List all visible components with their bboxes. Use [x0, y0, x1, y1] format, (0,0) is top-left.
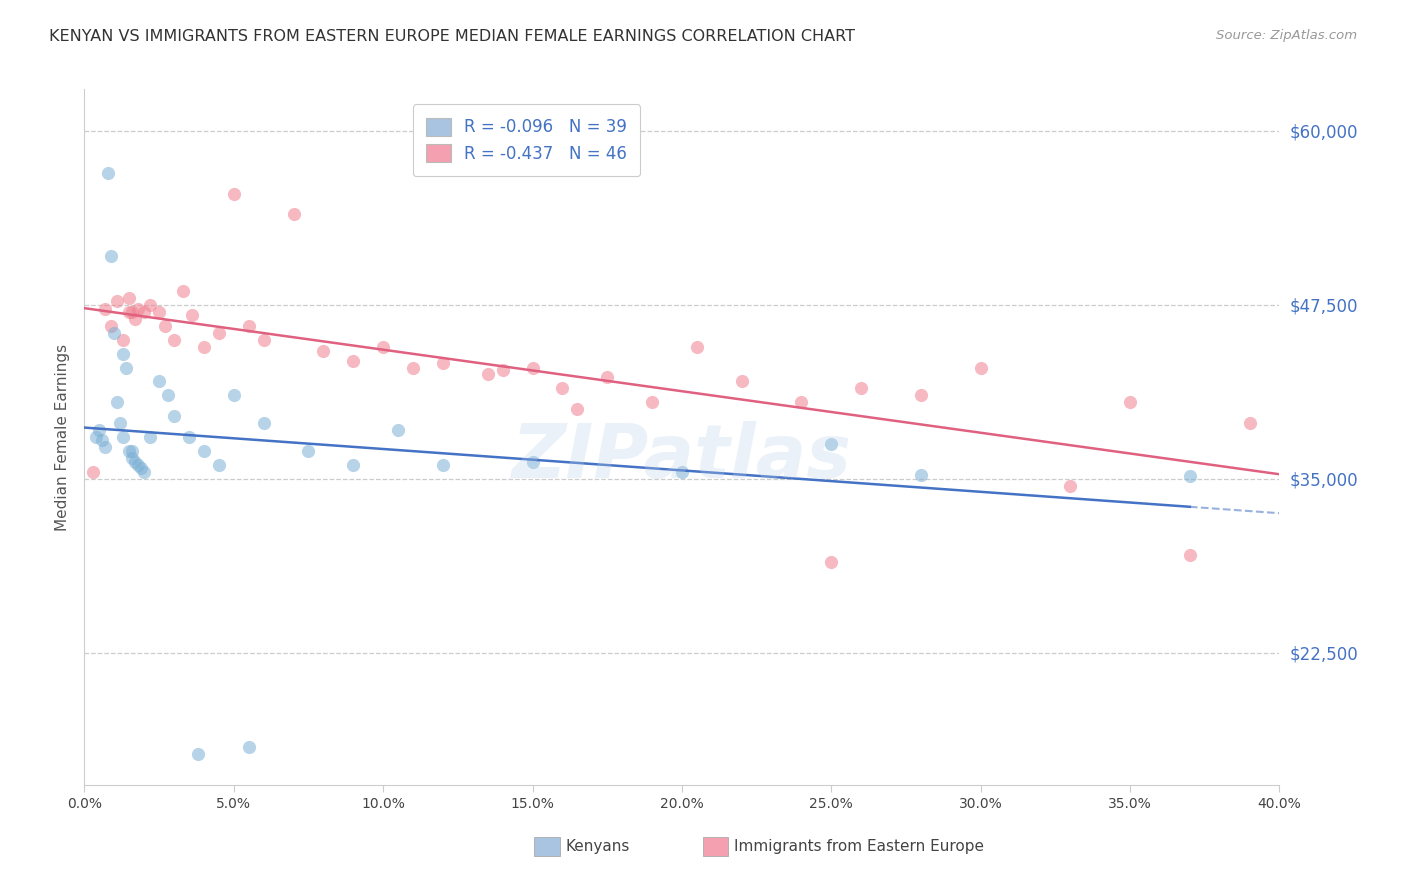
Point: [283, 207, 305, 221]
Point: [567, 402, 589, 417]
Point: [492, 363, 515, 377]
Point: [373, 340, 395, 354]
Point: [94, 301, 117, 316]
Point: [157, 388, 180, 402]
Point: [148, 375, 170, 389]
Text: ZIPatlas: ZIPatlas: [512, 421, 852, 494]
Point: [790, 395, 813, 409]
Point: [163, 333, 186, 347]
Point: [641, 395, 664, 409]
Point: [172, 284, 194, 298]
Text: Immigrants from Eastern Europe: Immigrants from Eastern Europe: [734, 839, 984, 854]
Point: [222, 388, 245, 402]
Point: [153, 318, 176, 333]
Point: [1059, 479, 1081, 493]
Point: [112, 333, 135, 347]
Point: [193, 444, 215, 458]
Point: [342, 353, 364, 368]
Point: [1239, 416, 1261, 430]
Point: [193, 340, 215, 354]
Point: [91, 433, 114, 447]
Point: [100, 249, 122, 263]
Point: [139, 430, 162, 444]
Point: [112, 346, 135, 360]
Point: [522, 455, 544, 469]
Point: [127, 301, 149, 316]
Point: [551, 381, 574, 395]
Point: [312, 343, 335, 358]
Point: [121, 444, 143, 458]
Point: [387, 423, 409, 437]
Point: [187, 747, 209, 762]
Point: [238, 740, 260, 755]
Point: [110, 416, 132, 430]
Point: [177, 430, 200, 444]
Point: [1119, 395, 1142, 409]
Point: [970, 360, 993, 375]
Point: [100, 318, 122, 333]
Point: [731, 375, 754, 389]
Y-axis label: Median Female Earnings: Median Female Earnings: [55, 343, 70, 531]
Point: [402, 360, 425, 375]
Point: [222, 186, 245, 201]
Point: [118, 305, 141, 319]
Point: [89, 423, 111, 437]
Point: [342, 458, 364, 472]
Point: [105, 293, 128, 308]
Point: [596, 370, 619, 384]
Point: [86, 430, 108, 444]
Point: [103, 326, 125, 340]
Text: Kenyans: Kenyans: [565, 839, 630, 854]
Point: [1178, 469, 1201, 483]
Point: [208, 326, 231, 340]
Point: [115, 360, 138, 375]
Point: [820, 555, 842, 569]
Point: [105, 395, 128, 409]
Point: [112, 430, 135, 444]
Point: [432, 356, 454, 370]
Point: [97, 166, 120, 180]
Point: [253, 416, 276, 430]
Point: [297, 444, 319, 458]
Point: [208, 458, 231, 472]
Point: [686, 340, 709, 354]
Point: [118, 291, 141, 305]
Point: [148, 305, 170, 319]
Point: [121, 305, 143, 319]
Text: KENYAN VS IMMIGRANTS FROM EASTERN EUROPE MEDIAN FEMALE EARNINGS CORRELATION CHAR: KENYAN VS IMMIGRANTS FROM EASTERN EUROPE…: [49, 29, 855, 44]
Point: [1178, 549, 1201, 563]
Point: [132, 465, 156, 479]
Point: [671, 465, 693, 479]
Point: [129, 460, 152, 475]
Point: [94, 440, 117, 454]
Point: [851, 381, 873, 395]
Point: [118, 444, 141, 458]
Point: [127, 458, 149, 472]
Point: [82, 465, 104, 479]
Point: [522, 360, 544, 375]
Point: [124, 455, 146, 469]
Legend: R = -0.096   N = 39, R = -0.437   N = 46: R = -0.096 N = 39, R = -0.437 N = 46: [412, 104, 641, 176]
Point: [910, 388, 932, 402]
Point: [124, 311, 146, 326]
Point: [910, 467, 932, 482]
Text: Source: ZipAtlas.com: Source: ZipAtlas.com: [1216, 29, 1357, 42]
Point: [238, 318, 260, 333]
Point: [181, 308, 204, 322]
Point: [163, 409, 186, 424]
Point: [820, 437, 842, 451]
Point: [139, 298, 162, 312]
Point: [477, 368, 499, 382]
Point: [253, 333, 276, 347]
Point: [132, 305, 156, 319]
Point: [432, 458, 454, 472]
Point: [121, 450, 143, 465]
